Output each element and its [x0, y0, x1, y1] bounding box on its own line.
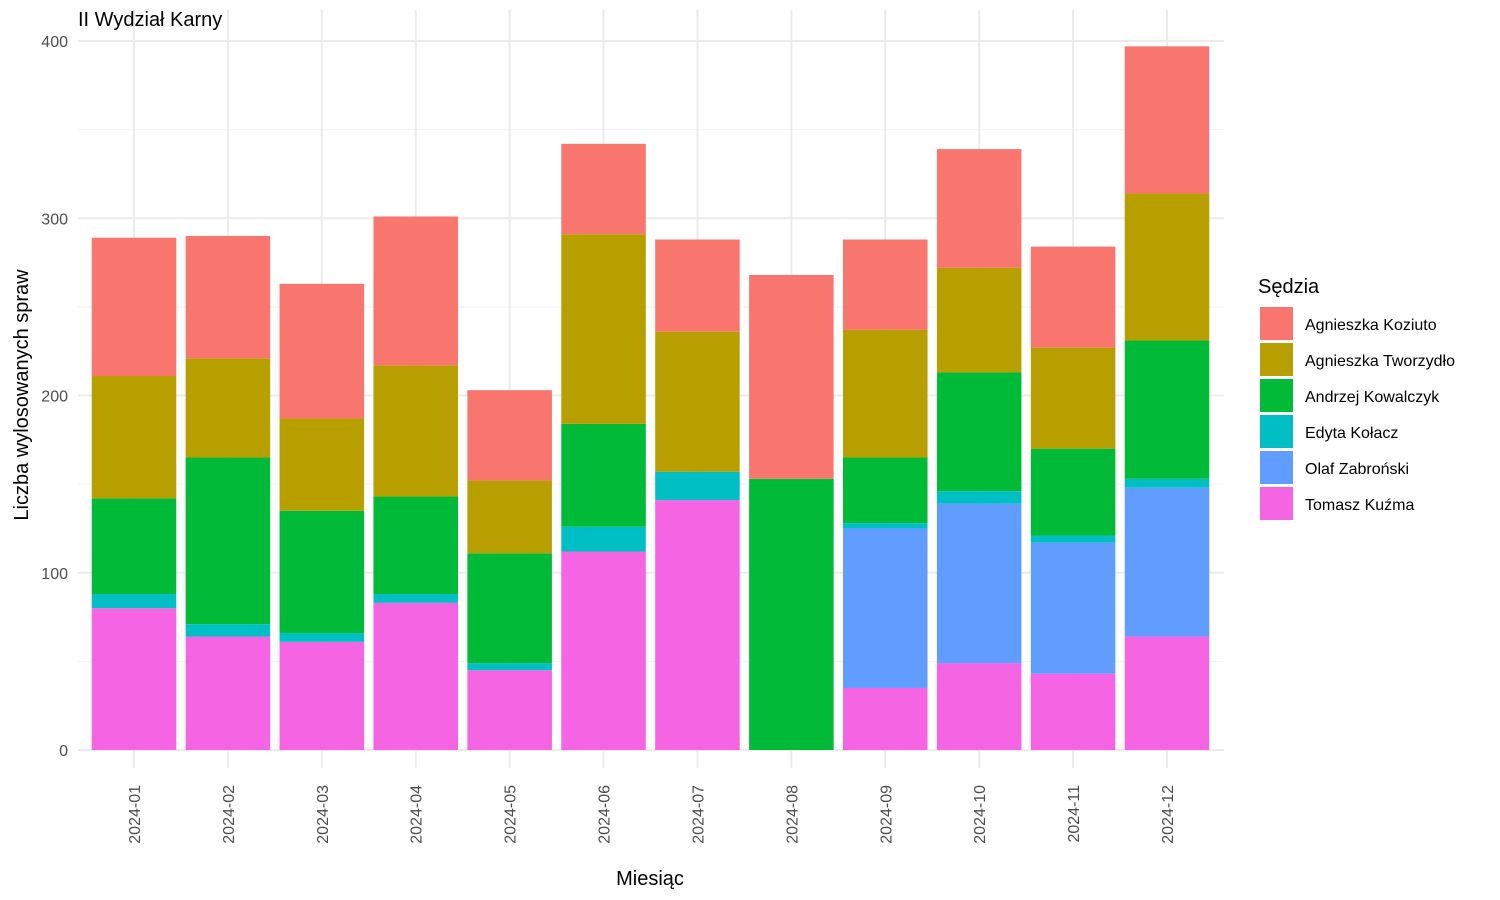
legend-swatch — [1260, 415, 1293, 448]
bar-segment — [185, 636, 271, 750]
bar-segment — [279, 633, 365, 642]
y-tick-label: 200 — [41, 389, 68, 406]
bar-segment — [936, 663, 1022, 750]
bar-segment — [655, 239, 740, 332]
bar-segment — [279, 418, 365, 511]
bar-segment — [561, 526, 646, 552]
bar-segment — [561, 234, 646, 424]
y-tick-label: 300 — [41, 211, 68, 228]
bar-segment — [467, 553, 552, 664]
legend-label: Agnieszka Koziuto — [1305, 317, 1437, 334]
bar-segment — [373, 365, 458, 497]
bar-segment — [185, 358, 271, 458]
chart-title: II Wydział Karny — [78, 9, 222, 31]
bar-segment — [467, 480, 552, 554]
y-axis-title: Liczba wylosowanych spraw — [11, 269, 33, 521]
bar-segment — [843, 329, 928, 458]
bar-segment — [1124, 636, 1210, 750]
bar-segment — [936, 503, 1022, 664]
y-tick-label: 400 — [41, 34, 68, 51]
x-tick-label: 2024-10 — [972, 785, 989, 844]
bar-segment — [561, 423, 646, 527]
bar-segment — [185, 235, 271, 359]
bar-segment — [843, 523, 928, 529]
bar-segment — [467, 390, 552, 481]
bar-segment — [1124, 340, 1210, 479]
x-tick-label: 2024-01 — [127, 785, 144, 844]
bar-segment — [749, 274, 834, 479]
x-tick-label: 2024-03 — [315, 785, 332, 844]
x-tick-label: 2024-04 — [409, 785, 426, 844]
y-axis-ticks: 0 100 200 300 400 — [41, 34, 68, 760]
bar-segment — [936, 149, 1022, 268]
bar-segment — [936, 372, 1022, 492]
bars — [91, 46, 1210, 750]
bar-segment — [185, 457, 271, 625]
bar-segment — [1030, 246, 1116, 348]
legend-label: Tomasz Kuźma — [1305, 497, 1414, 514]
bar-segment — [1030, 448, 1116, 536]
bar-segment — [1030, 347, 1116, 449]
bar-segment — [561, 551, 646, 750]
bar-segment — [843, 528, 928, 688]
bar-segment — [1030, 535, 1116, 543]
bar-segment — [467, 663, 552, 671]
legend-label: Olaf Zabroński — [1305, 461, 1409, 478]
x-axis-title: Miesiąc — [616, 868, 684, 890]
bar-segment — [91, 608, 177, 750]
bar-segment — [467, 670, 552, 750]
legend-swatch — [1260, 451, 1293, 484]
bar-segment — [655, 500, 740, 750]
bar-segment — [1124, 487, 1210, 637]
bar-segment — [561, 143, 646, 235]
legend-swatch — [1260, 307, 1293, 340]
bar-segment — [373, 216, 458, 366]
legend-swatch — [1260, 487, 1293, 520]
x-tick-label: 2024-06 — [597, 785, 614, 844]
bar-segment — [1124, 478, 1210, 488]
legend-title: Sędzia — [1258, 276, 1320, 298]
bar-segment — [1030, 542, 1116, 674]
x-tick-label: 2024-02 — [221, 785, 238, 844]
legend-label: Edyta Kołacz — [1305, 425, 1398, 442]
x-tick-label: 2024-09 — [878, 785, 895, 844]
legend-swatch — [1260, 379, 1293, 412]
bar-segment — [1030, 673, 1116, 750]
y-tick-label: 0 — [59, 743, 68, 760]
bar-segment — [91, 376, 177, 499]
x-tick-label: 2024-08 — [784, 785, 801, 844]
legend: Sędzia Agnieszka Koziuto Agnieszka Tworzy… — [1258, 276, 1455, 520]
bar-segment — [936, 491, 1022, 504]
bar-segment — [373, 496, 458, 595]
bar-segment — [936, 267, 1022, 373]
bar-segment — [279, 510, 365, 634]
bar-segment — [843, 687, 928, 750]
bar-segment — [279, 641, 365, 750]
legend-label: Agnieszka Tworzydło — [1305, 353, 1455, 370]
bar-segment — [1124, 193, 1210, 341]
bar-segment — [843, 457, 928, 524]
legend-label: Andrzej Kowalczyk — [1305, 389, 1440, 406]
bar-segment — [91, 594, 177, 609]
bar-segment — [91, 498, 177, 595]
bar-segment — [843, 239, 928, 330]
x-tick-label: 2024-11 — [1066, 785, 1083, 843]
bar-segment — [373, 594, 458, 603]
x-tick-label: 2024-05 — [503, 785, 520, 844]
y-tick-label: 100 — [41, 566, 68, 583]
bar-segment — [185, 624, 271, 637]
bar-segment — [279, 283, 365, 419]
bar-segment — [1124, 46, 1210, 194]
x-tick-label: 2024-07 — [690, 785, 707, 844]
bar-segment — [655, 331, 740, 472]
x-tick-label: 2024-12 — [1160, 785, 1177, 844]
bar-segment — [373, 602, 458, 750]
bar-segment — [655, 471, 740, 501]
bar-segment — [91, 237, 177, 377]
legend-swatch — [1260, 343, 1293, 376]
x-axis-ticks: 2024-01 2024-02 2024-03 2024-04 2024-05 2024-… — [127, 785, 1177, 844]
bar-segment — [749, 478, 834, 750]
